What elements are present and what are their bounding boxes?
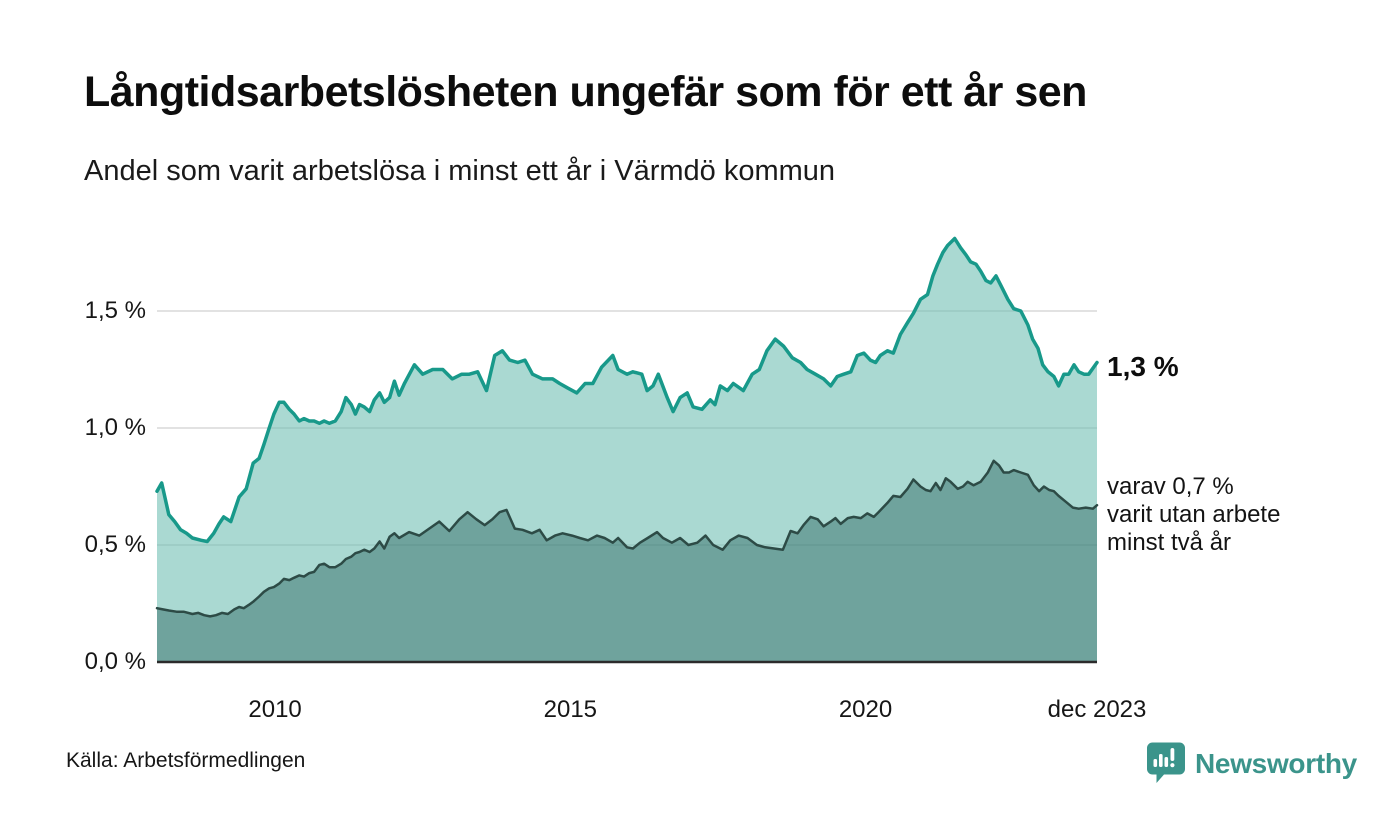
series2-area (157, 460, 1097, 662)
series2-line (155, 459, 1099, 618)
series1-area (157, 238, 1097, 662)
source-credit: Källa: Arbetsförmedlingen (66, 749, 306, 772)
page-title: Långtidsarbetslösheten ungefär som för e… (84, 68, 1087, 116)
x-tick-label: 2015 (543, 696, 598, 723)
y-tick-label: 0,5 % (84, 531, 146, 558)
x-tick-label: 2020 (838, 696, 893, 723)
annotation-line-2: varit utan arbete (1107, 501, 1281, 528)
y-tick-label: 1,5 % (84, 297, 146, 324)
x-tick-label: dec 2023 (1047, 696, 1147, 723)
x-tick-label: 2010 (248, 696, 302, 723)
series1-line (155, 236, 1099, 544)
y-tick-label: 0,0 % (84, 648, 146, 675)
annotation-line-1: varav 0,7 % (1107, 473, 1234, 500)
series1-end-value-label: 1,3 % (1107, 351, 1179, 382)
y-tick-label: 1,0 % (84, 414, 146, 441)
chart-subtitle: Andel som varit arbetslösa i minst ett å… (84, 155, 836, 187)
newsworthy-logo: Newsworthy (1146, 741, 1357, 787)
series2-annotation: varav 0,7 % varit utan arbete minst två … (1107, 473, 1280, 557)
annotation-line-3: minst två år (1107, 529, 1232, 556)
newsworthy-icon (1147, 742, 1185, 783)
newsworthy-wordmark: Newsworthy (1195, 748, 1357, 779)
